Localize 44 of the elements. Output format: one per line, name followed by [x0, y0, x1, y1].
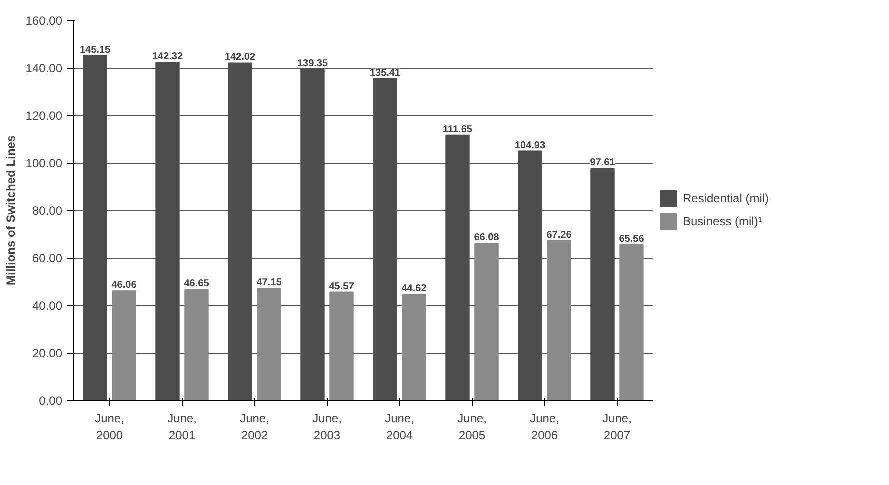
data-label: 139.35 [297, 58, 328, 70]
y-tick-label: 160.00 [26, 14, 63, 28]
x-tick-label: June, 2007 [602, 412, 632, 442]
data-label: 66.08 [474, 232, 500, 244]
bar [184, 289, 209, 400]
legend-label: Residential (mil) [683, 192, 770, 206]
bar [620, 244, 644, 400]
data-label: 145.15 [80, 44, 111, 56]
data-label: 104.93 [514, 140, 546, 152]
data-label: 135.41 [370, 68, 401, 79]
data-label: 45.57 [329, 281, 355, 292]
data-label: 44.62 [402, 284, 428, 295]
y-tick-label: 140.00 [26, 62, 63, 76]
x-tick-label: June, 2006 [530, 412, 560, 442]
data-label: 142.32 [152, 51, 184, 62]
y-tick-label: 100.00 [26, 156, 63, 170]
x-tick-label: June, 2003 [312, 412, 342, 442]
bar [330, 292, 354, 400]
data-label: 46.65 [184, 278, 210, 290]
y-tick-label: 20.00 [32, 346, 63, 360]
data-label: 142.02 [224, 52, 256, 64]
legend-label: Business (mil)¹ [683, 214, 762, 228]
x-tick-label: June, 2002 [240, 412, 270, 442]
data-label: 47.15 [256, 278, 282, 289]
x-tick-label: June, 2000 [95, 412, 124, 442]
x-tick-label: June, 2004 [385, 412, 414, 442]
y-axis-title: Millions of Switched Lines [4, 135, 18, 286]
data-label: 97.61 [590, 158, 616, 169]
y-tick-label: 40.00 [32, 299, 63, 313]
bar [547, 240, 572, 400]
bar [112, 290, 136, 400]
y-tick-label: 0.00 [39, 394, 63, 408]
bar [474, 243, 499, 400]
x-tick-label: June, 2001 [168, 412, 197, 442]
y-tick-label: 120.00 [26, 109, 63, 123]
y-tick-label: 60.00 [32, 252, 63, 266]
bar [257, 288, 282, 400]
x-tick-label: June, 2005 [458, 412, 487, 442]
data-label: 65.56 [619, 234, 645, 245]
data-label: 111.65 [443, 124, 473, 136]
data-label: 67.26 [546, 230, 572, 241]
bar [402, 294, 426, 400]
y-tick-label: 80.00 [32, 204, 63, 218]
data-label: 46.06 [112, 280, 138, 292]
